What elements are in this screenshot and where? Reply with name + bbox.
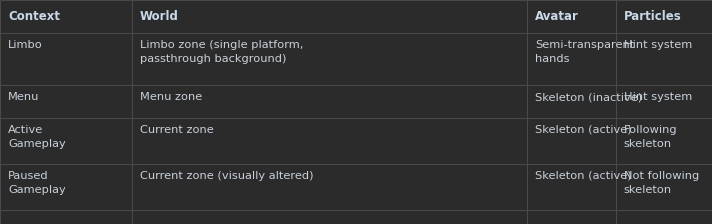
Text: Menu zone: Menu zone — [140, 92, 202, 102]
Text: Skeleton (inactive): Skeleton (inactive) — [535, 92, 642, 102]
Text: Particles: Particles — [624, 10, 681, 23]
Text: Current zone: Current zone — [140, 125, 214, 135]
Text: Paused
Gameplay: Paused Gameplay — [8, 171, 66, 195]
Text: Limbo zone (single platform,
passthrough background): Limbo zone (single platform, passthrough… — [140, 40, 303, 64]
Text: Hint system: Hint system — [624, 40, 692, 50]
Text: World: World — [140, 10, 179, 23]
Text: Semi-transparent
hands: Semi-transparent hands — [535, 40, 634, 64]
Text: Skeleton (active): Skeleton (active) — [535, 171, 632, 181]
Text: Skeleton (active): Skeleton (active) — [535, 125, 632, 135]
Text: Limbo: Limbo — [8, 40, 43, 50]
Text: Current zone (visually altered): Current zone (visually altered) — [140, 171, 313, 181]
Text: Active
Gameplay: Active Gameplay — [8, 125, 66, 149]
Text: Following
skeleton: Following skeleton — [624, 125, 678, 149]
Text: Not following
skeleton: Not following skeleton — [624, 171, 699, 195]
Text: Menu: Menu — [8, 92, 39, 102]
Text: Hint system: Hint system — [624, 92, 692, 102]
Text: Avatar: Avatar — [535, 10, 579, 23]
Text: Context: Context — [8, 10, 60, 23]
